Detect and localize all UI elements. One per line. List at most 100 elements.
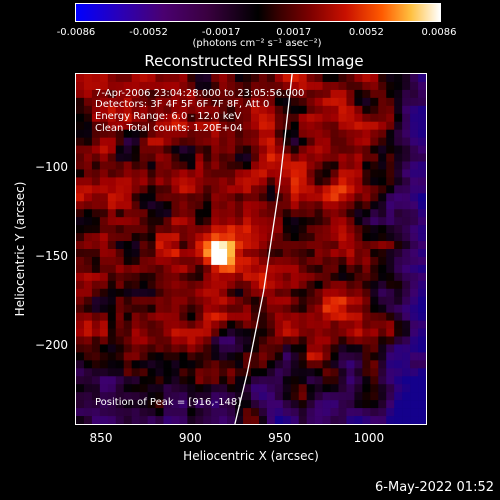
heatmap-cell [227,320,236,329]
heatmap-cell [274,392,284,401]
heatmap-cell [346,416,355,424]
heatmap-cell [147,217,156,226]
heatmap-cell [187,113,196,123]
heatmap-cell [123,320,132,329]
heatmap-cell [107,360,117,369]
heatmap-cell [155,312,164,321]
heatmap-cell [179,121,188,130]
heatmap-cell [123,312,132,321]
heatmap-cell [386,256,395,266]
heatmap-cell [115,209,125,218]
heatmap-cell [258,169,268,178]
heatmap-cell [227,193,236,202]
heatmap-cell [203,177,212,186]
heatmap-cell [131,296,140,305]
heatmap-cell [203,74,212,83]
heatmap-cell [386,344,395,353]
heatmap-cell [115,121,125,130]
heatmap-cell [227,177,236,186]
heatmap-cell [251,129,260,138]
heatmap-cell [354,97,363,107]
heatmap-cell [251,137,260,146]
heatmap-cell [123,392,132,401]
heatmap-cell [258,272,268,282]
heatmap-cell [386,137,395,146]
heatmap-cell [211,312,220,321]
heatmap-cell [211,97,220,107]
heatmap-cell [354,217,363,226]
heatmap-cell [394,153,403,162]
heatmap-cell [338,81,347,91]
heatmap-cell [155,209,164,218]
heatmap-cell [139,272,148,282]
heatmap-cell [410,344,419,353]
heatmap-cell [91,400,101,409]
heatmap-cell [187,161,196,170]
heatmap-cell [123,225,132,234]
heatmap-cell [378,145,387,154]
heatmap-cell [235,121,244,130]
heatmap-cell [290,416,300,424]
heatmap-cell [163,145,172,154]
heatmap-cell [155,169,164,178]
heatmap-cell [163,384,172,393]
heatmap-cell [211,360,220,369]
heatmap-cell [171,288,180,298]
heatmap-cell [123,352,132,361]
heatmap-cell [258,264,268,274]
heatmap-cell [155,225,164,234]
heatmap-cell [330,249,339,258]
heatmap-cell [155,217,164,226]
heatmap-cell [362,161,371,170]
heatmap-cell [203,336,212,345]
heatmap-cell [338,153,347,162]
heatmap-cell [123,264,132,274]
heatmap-cell [147,400,156,409]
heatmap-cell [179,97,188,107]
heatmap-cell [402,129,411,138]
heatmap-cell [306,320,315,329]
heatmap-cell [83,272,93,282]
heatmap-cell [258,81,268,91]
heatmap-cell [219,145,228,154]
heatmap-cell [235,320,244,329]
heatmap-cell [76,153,85,162]
heatmap-cell [179,360,188,369]
heatmap-cell [235,312,244,321]
heatmap-cell [163,201,172,210]
heatmap-cell [131,384,140,393]
heatmap-cell [330,161,339,170]
heatmap-cell [251,392,260,401]
heatmap-cell [187,249,196,258]
heatmap-cell [91,264,101,274]
heatmap-cell [330,121,339,130]
heatmap-cell [362,256,371,266]
heatmap-cell [171,360,180,369]
heatmap-cell [155,408,164,417]
heatmap-cell [338,288,347,298]
heatmap-cell [282,169,292,178]
heatmap-cell [179,193,188,202]
heatmap-cell [290,336,300,345]
heatmap-cell [243,328,252,337]
heatmap-cell [187,177,196,186]
heatmap-cell [155,185,164,194]
heatmap-cell [163,161,172,170]
heatmap-cell [418,336,426,345]
heatmap-cell [243,201,252,210]
heatmap-cell [306,368,315,377]
heatmap-cell [115,400,125,409]
heatmap-cell [274,304,284,313]
heatmap-cell [219,296,228,305]
heatmap-cell [314,241,323,250]
heatmap-cell [99,368,109,377]
heatmap-cell [163,193,172,202]
heatmap-cell [282,177,292,186]
heatmap-cell [378,272,387,282]
heatmap-cell [251,249,260,258]
heatmap-cell [418,328,426,337]
heatmap-cell [139,201,148,210]
heatmap-cell [131,256,140,266]
heatmap-cell [187,137,196,146]
heatmap-cell [211,288,220,298]
